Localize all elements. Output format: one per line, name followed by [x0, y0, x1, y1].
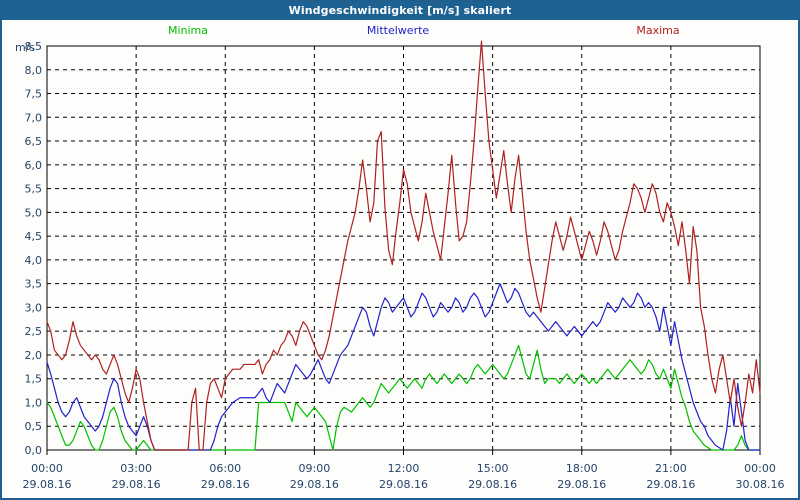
x-tick-date-label: 30.08.16 — [736, 478, 785, 491]
x-tick-time-label: 15:00 — [477, 462, 509, 475]
plot-border — [46, 45, 761, 451]
x-tick-time-label: 06:00 — [209, 462, 241, 475]
x-tick-time-label: 00:00 — [744, 462, 776, 475]
y-tick-label: 2,0 — [25, 349, 43, 362]
x-tick-date-label: 29.08.16 — [468, 478, 517, 491]
x-tick-time-label: 03:00 — [120, 462, 152, 475]
series-line-maxima — [46, 40, 761, 451]
y-tick-label: 6,5 — [25, 135, 43, 148]
y-tick-label: 6,0 — [25, 159, 43, 172]
y-tick-label: 1,0 — [25, 396, 43, 409]
x-tick-time-label: 18:00 — [566, 462, 598, 475]
y-tick-label: 4,0 — [25, 254, 43, 267]
grid-layer — [47, 45, 760, 450]
x-tick-date-label: 29.08.16 — [290, 478, 339, 491]
y-axis-unit-label: m/s — [15, 41, 36, 54]
x-tick-date-label: 29.08.16 — [646, 478, 695, 491]
legend-item-minima: Minima — [167, 24, 209, 37]
y-tick-label: 5,5 — [25, 183, 43, 196]
window-title-bar: Windgeschwindigkeit [m/s] skaliert — [2, 2, 798, 20]
y-tick-label: 8,0 — [25, 64, 43, 77]
x-tick-date-label: 29.08.16 — [112, 478, 161, 491]
y-tick-label: 0,0 — [25, 444, 43, 457]
legend-item-maxima: Maxima — [636, 24, 680, 37]
x-tick-time-label: 12:00 — [388, 462, 420, 475]
y-tick-label: 3,5 — [25, 278, 43, 291]
data-series-layer — [46, 40, 761, 451]
y-tick-label: 0,5 — [25, 420, 43, 433]
legend-item-mittelwerte: Mittelwerte — [366, 24, 430, 37]
x-tick-date-label: 29.08.16 — [557, 478, 606, 491]
x-tick-date-label: 29.08.16 — [379, 478, 428, 491]
x-tick-date-label: 29.08.16 — [23, 478, 72, 491]
axis-tick-labels: 0,0 0,5 1,0 1,5 2,0 2,5 3,0 3,5 4,0 4,5 5,0 5,5 6,0 6… — [23, 40, 785, 491]
plot-frame — [46, 45, 761, 455]
y-tick-label: 7,0 — [25, 111, 43, 124]
y-tick-label: 3,0 — [25, 301, 43, 314]
y-tick-label: 5,0 — [25, 206, 43, 219]
y-tick-label: 4,5 — [25, 230, 43, 243]
x-tick-time-label: 21:00 — [655, 462, 687, 475]
y-tick-label: 1,5 — [25, 373, 43, 386]
chart-legend: Minima Mittelwerte Maxima — [2, 24, 798, 38]
y-tick-label: 2,5 — [25, 325, 43, 338]
y-tick-label: 7,5 — [25, 88, 43, 101]
x-tick-time-label: 09:00 — [299, 462, 331, 475]
x-tick-date-label: 29.08.16 — [201, 478, 250, 491]
y-tick-label: 8,5 — [25, 40, 43, 53]
x-tick-time-label: 00:00 — [31, 462, 63, 475]
